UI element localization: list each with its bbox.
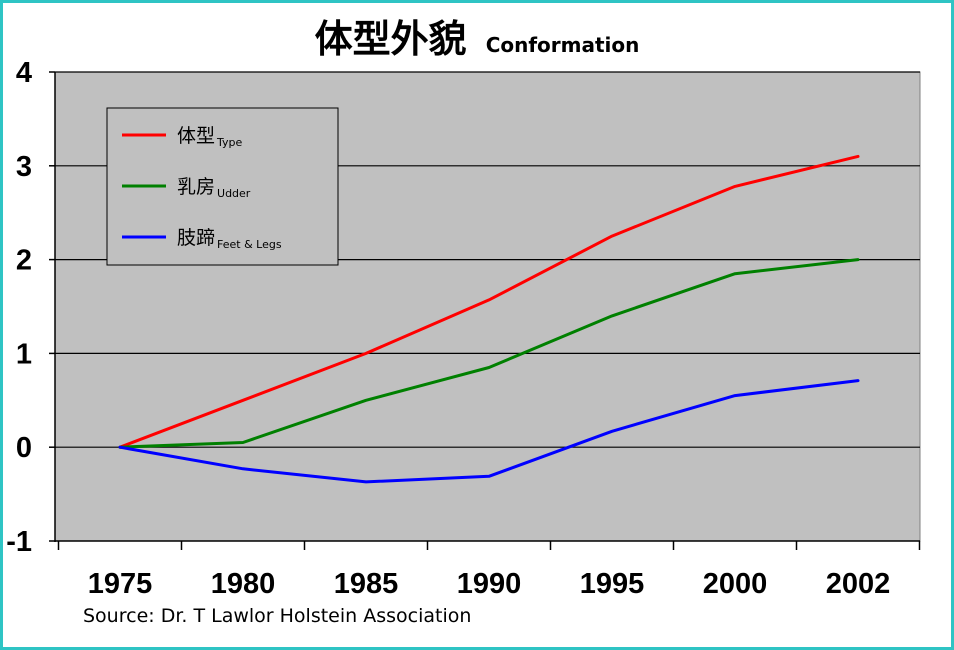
chart-title-sub: Conformation <box>485 33 640 57</box>
x-tick-label: 1985 <box>334 568 399 600</box>
y-tick-label: 1 <box>16 338 32 370</box>
series-line <box>118 258 860 449</box>
y-tick-label: 2 <box>16 245 32 277</box>
y-tick-label: 0 <box>16 432 32 464</box>
series-line <box>118 154 860 449</box>
source-note: Source: Dr. T Lawlor Holstein Associatio… <box>83 605 472 627</box>
x-tick-label: 2000 <box>703 568 768 600</box>
x-tick-label: 1980 <box>211 568 276 600</box>
series-line <box>118 379 860 484</box>
x-tick-label: 1975 <box>88 568 153 600</box>
y-tick-label: -1 <box>6 526 32 558</box>
y-tick-label: 4 <box>16 57 32 89</box>
chart-title-main: 体型外貌 <box>314 17 467 61</box>
x-tick-label: 2002 <box>826 568 891 600</box>
y-tick-label: 3 <box>16 151 32 183</box>
chart-title: 体型外貌 Conformation <box>0 8 954 63</box>
x-tick-label: 1990 <box>457 568 522 600</box>
x-tick-label: 1995 <box>580 568 645 600</box>
